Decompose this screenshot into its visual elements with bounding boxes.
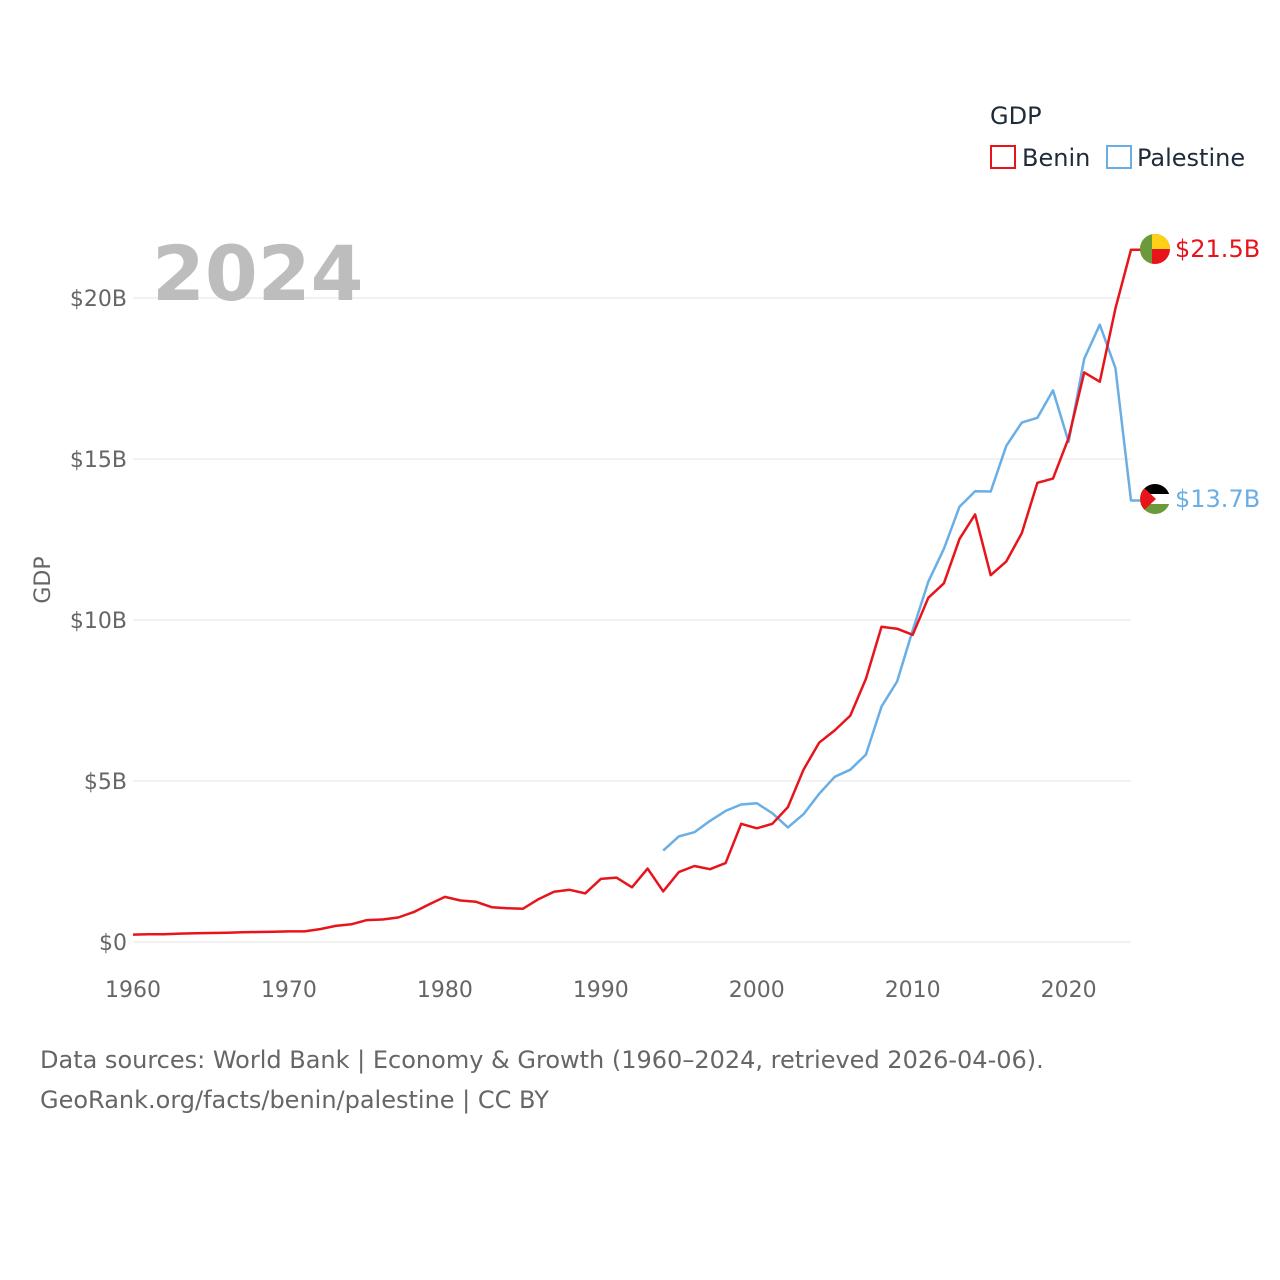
y-tick-label: $15B <box>70 448 127 473</box>
legend-label-benin[interactable]: Benin <box>1022 144 1090 172</box>
series-line-palestine[interactable] <box>662 323 1141 852</box>
y-axis-label: GDP <box>31 556 56 603</box>
x-tick-label: 1980 <box>417 978 473 1003</box>
legend-swatch-benin[interactable] <box>990 145 1016 169</box>
y-tick-label: $0 <box>99 931 127 956</box>
x-axis-ticks: 1960 1970 1980 1990 2000 2010 2020 <box>105 978 1097 1003</box>
x-tick-label: 2020 <box>1041 978 1097 1003</box>
y-tick-label: $10B <box>70 609 127 634</box>
x-tick-label: 2010 <box>885 978 941 1003</box>
series-line-benin[interactable] <box>132 248 1141 936</box>
end-value-label-palestine: $13.7B <box>1175 485 1260 513</box>
y-tick-label: $20B <box>70 287 127 312</box>
footer-sources: Data sources: World Bank | Economy & Gro… <box>40 1046 1044 1074</box>
palestine-flag-icon <box>1140 484 1170 514</box>
legend-swatch-palestine[interactable] <box>1106 145 1132 169</box>
y-axis-ticks: $0 $5B $10B $15B $20B <box>70 287 127 956</box>
x-tick-label: 1970 <box>261 978 317 1003</box>
x-tick-label: 2000 <box>729 978 785 1003</box>
legend: GDP Benin Palestine <box>990 102 1245 172</box>
legend-title: GDP <box>990 102 1042 130</box>
year-watermark: 2024 <box>152 229 364 318</box>
grid-lines <box>133 297 1131 943</box>
y-tick-label: $5B <box>84 770 127 795</box>
footer: Data sources: World Bank | Economy & Gro… <box>40 1040 1044 1120</box>
end-value-label-benin: $21.5B <box>1175 235 1260 263</box>
footer-attribution: GeoRank.org/facts/benin/palestine | CC B… <box>40 1086 549 1114</box>
x-tick-label: 1990 <box>573 978 629 1003</box>
series-lines <box>132 248 1141 936</box>
x-tick-label: 1960 <box>105 978 161 1003</box>
benin-flag-icon <box>1140 234 1170 264</box>
legend-label-palestine[interactable]: Palestine <box>1137 144 1245 172</box>
